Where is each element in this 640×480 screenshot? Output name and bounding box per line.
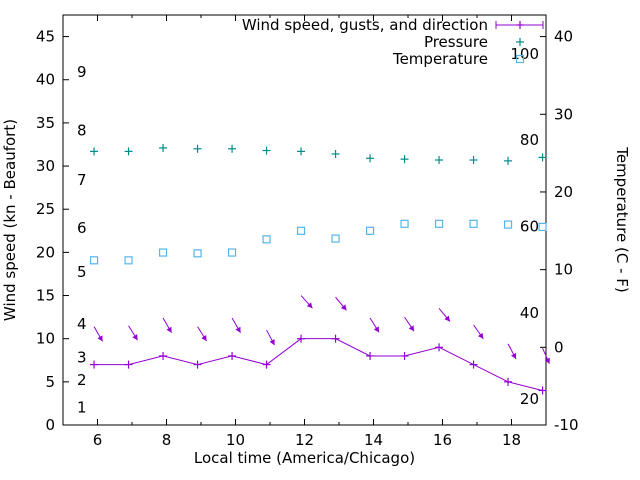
beaufort-scale-label: 1	[77, 399, 87, 417]
y-right-tick-label: 10	[554, 261, 573, 279]
beaufort-scale-label: 4	[77, 315, 87, 333]
y-left-tick-label: 30	[36, 157, 55, 175]
y-left-tick-label: 5	[45, 373, 55, 391]
legend-temperature-sample-marker	[515, 54, 525, 64]
wind-arrow-head	[132, 334, 138, 341]
y-right-tick-label: 40	[554, 28, 573, 46]
y-left-axis-title: Wind speed (kn - Beaufort)	[1, 119, 19, 321]
x-tick-label: 16	[433, 431, 452, 449]
wind-arrow-head	[235, 326, 241, 333]
temperature-marker	[89, 256, 99, 265]
wind-arrow-head	[444, 315, 450, 322]
legend-label: Temperature	[392, 50, 488, 68]
y-left-tick-label: 25	[36, 200, 55, 218]
wind-arrow-head	[306, 302, 313, 309]
fahrenheit-scale-label: 20	[520, 390, 539, 408]
wind-arrow-head	[477, 332, 484, 339]
fahrenheit-scale-label: 80	[520, 131, 539, 149]
x-tick-label: 12	[295, 431, 314, 449]
x-tick-label: 6	[93, 431, 103, 449]
wind-arrow-head	[97, 335, 103, 342]
beaufort-scale-label: 2	[77, 371, 87, 389]
wind-arrow-head	[340, 304, 347, 311]
wind-arrow-head	[269, 339, 275, 346]
temperature-marker	[227, 248, 237, 257]
beaufort-scale-label: 9	[77, 63, 87, 81]
legend-label: Wind speed, gusts, and direction	[242, 16, 488, 34]
y-right-tick-label: -10	[554, 416, 579, 434]
wind-arrow-head	[511, 352, 517, 359]
temperature-marker	[331, 234, 340, 243]
x-tick-label: 8	[162, 431, 172, 449]
wind-arrow-head	[544, 357, 550, 364]
wind-arrow-head	[166, 326, 172, 333]
beaufort-scale-label: 3	[77, 349, 87, 367]
temperature-marker	[158, 248, 168, 257]
wind-arrow-head	[201, 335, 207, 342]
y-left-tick-label: 10	[36, 330, 55, 348]
beaufort-scale-label: 5	[77, 263, 87, 281]
y-left-tick-label: 20	[36, 243, 55, 261]
x-tick-label: 10	[226, 431, 245, 449]
y-left-tick-label: 40	[36, 71, 55, 89]
temperature-marker	[262, 235, 271, 244]
y-right-axis-title: Temperature (C - F)	[613, 146, 631, 293]
temperature-marker	[434, 219, 444, 228]
legend-label: Pressure	[424, 33, 488, 51]
fahrenheit-scale-label: 40	[520, 304, 539, 322]
wind-arrow-head	[408, 325, 415, 332]
temperature-marker	[124, 256, 133, 265]
fahrenheit-scale-label: 60	[520, 217, 539, 235]
y-left-tick-label: 35	[36, 114, 55, 132]
x-tick-label: 14	[364, 431, 383, 449]
y-left-tick-label: 45	[36, 28, 55, 46]
temperature-marker	[503, 220, 513, 229]
y-left-tick-label: 0	[45, 416, 55, 434]
wind-arrow-head	[373, 326, 380, 333]
beaufort-scale-label: 6	[77, 219, 87, 237]
x-tick-label: 18	[502, 431, 521, 449]
temperature-marker	[538, 222, 547, 232]
x-axis-title: Local time (America/Chicago)	[194, 449, 415, 467]
y-right-tick-label: 20	[554, 183, 573, 201]
temperature-marker	[365, 226, 375, 235]
temperature-marker	[400, 219, 409, 228]
beaufort-scale-label: 7	[77, 171, 87, 189]
beaufort-scale-label: 8	[77, 122, 87, 140]
fahrenheit-scale-label: 100	[510, 45, 539, 63]
y-right-tick-label: 0	[554, 338, 564, 356]
temperature-marker	[193, 249, 202, 258]
y-right-tick-label: 30	[554, 105, 573, 123]
wind-speed-line	[94, 338, 543, 391]
temperature-marker	[469, 219, 478, 228]
temperature-marker	[296, 226, 306, 235]
y-left-tick-label: 15	[36, 287, 55, 305]
